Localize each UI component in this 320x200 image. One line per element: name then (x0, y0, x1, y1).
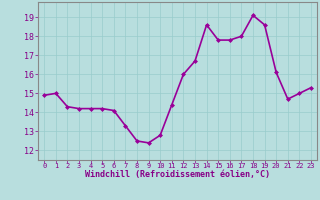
X-axis label: Windchill (Refroidissement éolien,°C): Windchill (Refroidissement éolien,°C) (85, 170, 270, 179)
